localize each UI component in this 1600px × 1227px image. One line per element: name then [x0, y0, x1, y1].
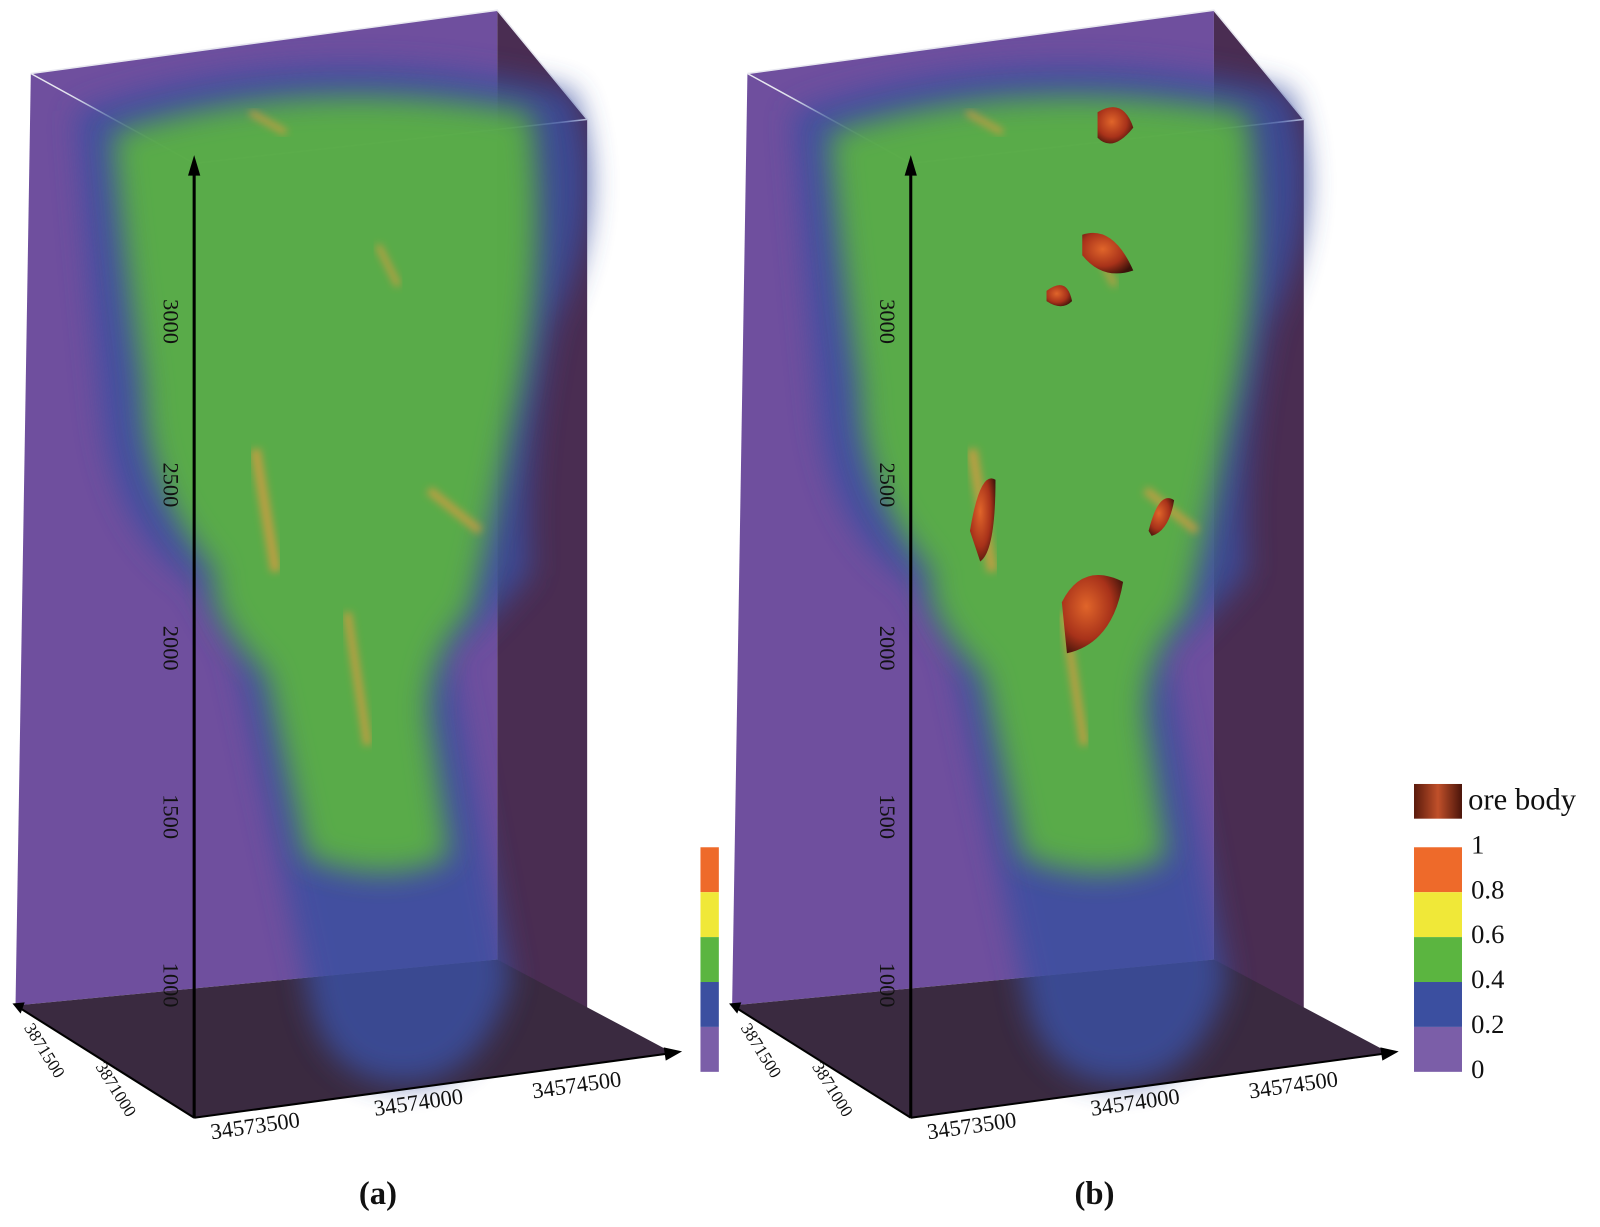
volume-core [829, 95, 1255, 873]
x-arrow [663, 1047, 683, 1061]
ore-body-swatch [1414, 783, 1462, 819]
colorbar-tick-label: 0.4 [1471, 964, 1504, 994]
x-axis [910, 1052, 1386, 1119]
colorbar-band [700, 892, 719, 938]
z-arrow [904, 155, 917, 176]
colorbar-band [1414, 892, 1462, 938]
colorbar-band [700, 847, 719, 893]
high-zone [343, 611, 372, 746]
colorbar-band [1414, 937, 1462, 983]
x-arrow [1380, 1047, 1399, 1061]
x-axis [194, 1052, 669, 1119]
z-tick-label: 3000 [158, 299, 183, 344]
high-zone [426, 486, 483, 535]
colorbar-tick-label: 1 [1471, 829, 1484, 859]
high-zone [250, 448, 281, 573]
y-arrow [729, 1002, 742, 1014]
colorbar-tick-label: 0.2 [1471, 1009, 1504, 1039]
volume-core [112, 95, 538, 873]
colorbar-band [700, 982, 719, 1027]
colorbar-tick-label: 0.6 [1471, 919, 1504, 949]
panel-label: (b) [1075, 1176, 1115, 1212]
z-tick-label: 2500 [158, 462, 183, 507]
ore-body [969, 478, 996, 562]
colorbar-band [1414, 982, 1462, 1027]
y-arrow [12, 1002, 25, 1014]
z-tick-label: 1500 [158, 794, 183, 839]
high-zone [248, 109, 288, 136]
colorbar-band [1414, 847, 1462, 893]
ore-body-label: ore body [1468, 782, 1577, 816]
y-axis [736, 1007, 912, 1119]
high-zone [965, 109, 1005, 136]
z-tick-label: 2000 [158, 626, 183, 671]
ore-body [1061, 575, 1124, 654]
x-tick-label: 34574500 [530, 1066, 622, 1103]
z-tick-label: 2500 [875, 462, 900, 507]
z-tick-label: 1000 [158, 963, 183, 1008]
z-arrow [188, 155, 201, 176]
high-zone [375, 243, 402, 288]
panel-label: (a) [359, 1176, 397, 1212]
colorbar-band [700, 937, 719, 983]
colorbar-tick-label: 0.8 [1471, 874, 1504, 904]
colorbar-band [700, 1026, 719, 1072]
ore-body [1046, 285, 1073, 307]
ore-body [1148, 498, 1175, 536]
x-tick-label: 34574500 [1247, 1066, 1339, 1103]
colorbar-tick-label: 0 [1471, 1054, 1484, 1084]
ore-body [1097, 107, 1134, 144]
ore-body [1082, 232, 1134, 274]
z-tick-label: 1500 [875, 794, 900, 839]
z-tick-label: 3000 [875, 299, 900, 344]
y-axis [20, 1007, 195, 1119]
z-tick-label: 1000 [875, 963, 900, 1008]
z-tick-label: 2000 [875, 626, 900, 671]
colorbar-band [1414, 1026, 1462, 1072]
